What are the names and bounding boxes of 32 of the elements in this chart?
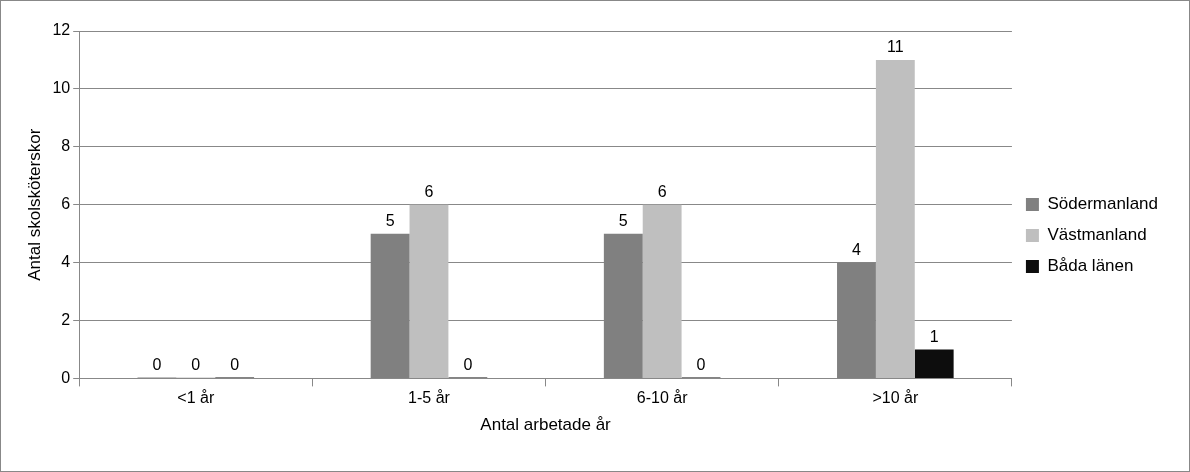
legend-label: Västmanland bbox=[1047, 225, 1147, 245]
bar bbox=[409, 204, 449, 378]
legend-label: Båda länen bbox=[1047, 256, 1134, 276]
x-tick-label: <1 år bbox=[177, 389, 215, 407]
y-tick-label: 2 bbox=[61, 310, 71, 328]
x-tick-label: >10 år bbox=[872, 389, 919, 407]
y-tick-label: 6 bbox=[61, 195, 71, 213]
data-label: 1 bbox=[929, 327, 939, 345]
data-label: 0 bbox=[463, 355, 473, 373]
y-tick-label: 12 bbox=[52, 21, 71, 39]
x-axis-title: Antal arbetade år bbox=[480, 415, 612, 435]
y-tick-label: 4 bbox=[61, 253, 71, 271]
data-label: 6 bbox=[424, 183, 434, 201]
bar bbox=[642, 204, 682, 378]
bar bbox=[914, 349, 954, 378]
y-axis-title: Antal skolsköterskor bbox=[24, 128, 44, 281]
data-label: 0 bbox=[230, 355, 240, 373]
bar bbox=[875, 59, 915, 378]
data-label: 11 bbox=[887, 38, 904, 56]
data-label: 4 bbox=[852, 241, 862, 259]
data-label: 0 bbox=[696, 355, 706, 373]
legend-label: Södermanland bbox=[1047, 194, 1158, 214]
y-tick-label: 8 bbox=[61, 137, 71, 155]
data-label: 0 bbox=[152, 355, 162, 373]
x-tick-label: 1-5 år bbox=[408, 389, 451, 407]
x-tick-label: 6-10 år bbox=[636, 389, 689, 407]
data-label: 6 bbox=[657, 183, 667, 201]
y-tick-label: 10 bbox=[52, 79, 71, 97]
data-label: 0 bbox=[191, 355, 201, 373]
data-label: 5 bbox=[385, 212, 395, 230]
y-tick-label: 0 bbox=[61, 368, 71, 386]
data-label: 5 bbox=[618, 212, 628, 230]
